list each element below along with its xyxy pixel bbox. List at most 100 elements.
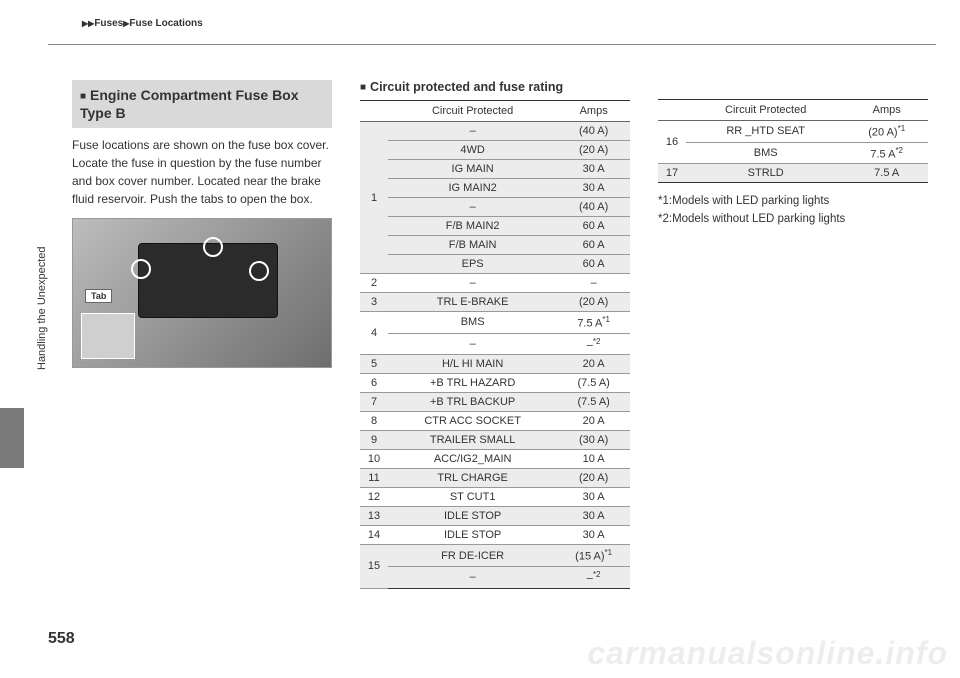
section-tab-label: Handling the Unexpected bbox=[36, 246, 48, 370]
amps-value: 60 A bbox=[557, 217, 630, 236]
circuit-name: IDLE STOP bbox=[388, 507, 557, 526]
table-row: 12ST CUT130 A bbox=[360, 488, 630, 507]
fuse-number: 6 bbox=[360, 374, 388, 393]
section-title-text: Engine Compartment Fuse Box Type B bbox=[80, 87, 299, 121]
table-row: 1–(40 A) bbox=[360, 122, 630, 141]
table-row: IG MAIN30 A bbox=[360, 160, 630, 179]
fuse-table-main: Circuit Protected Amps 1–(40 A)4WD(20 A)… bbox=[360, 100, 630, 589]
table-row: 11TRL CHARGE(20 A) bbox=[360, 469, 630, 488]
table-row: 4BMS7.5 A*1 bbox=[360, 312, 630, 334]
amps-value: (7.5 A) bbox=[557, 393, 630, 412]
table-row: 16RR _HTD SEAT(20 A)*1 bbox=[658, 121, 928, 143]
fuse-number: 4 bbox=[360, 312, 388, 355]
table-row: ––*2 bbox=[360, 333, 630, 355]
circuit-name: FR DE-ICER bbox=[388, 545, 557, 567]
amps-value: 60 A bbox=[557, 255, 630, 274]
amps-value: 10 A bbox=[557, 450, 630, 469]
table-row: F/B MAIN60 A bbox=[360, 236, 630, 255]
table-row: 15FR DE-ICER(15 A)*1 bbox=[360, 545, 630, 567]
th-circuit: Circuit Protected bbox=[686, 100, 845, 121]
amps-value: (30 A) bbox=[557, 431, 630, 450]
column-1: ■Engine Compartment Fuse Box Type B Fuse… bbox=[72, 80, 332, 368]
table-row: 7+B TRL BACKUP(7.5 A) bbox=[360, 393, 630, 412]
circuit-name: – bbox=[388, 122, 557, 141]
table-row: 8CTR ACC SOCKET20 A bbox=[360, 412, 630, 431]
circuit-name: BMS bbox=[388, 312, 557, 334]
circuit-name: +B TRL HAZARD bbox=[388, 374, 557, 393]
circuit-name: IDLE STOP bbox=[388, 526, 557, 545]
amps-value: (20 A)*1 bbox=[845, 121, 928, 143]
fuse-number: 2 bbox=[360, 274, 388, 293]
circuit-name: TRAILER SMALL bbox=[388, 431, 557, 450]
table-row: 6+B TRL HAZARD(7.5 A) bbox=[360, 374, 630, 393]
table-row: 2–– bbox=[360, 274, 630, 293]
circuit-name: STRLD bbox=[686, 164, 845, 183]
amps-value: 20 A bbox=[557, 355, 630, 374]
amps-value: 7.5 A*1 bbox=[557, 312, 630, 334]
amps-value: (7.5 A) bbox=[557, 374, 630, 393]
table-row: 14IDLE STOP30 A bbox=[360, 526, 630, 545]
amps-value: (15 A)*1 bbox=[557, 545, 630, 567]
th-circuit: Circuit Protected bbox=[388, 101, 557, 122]
body-text: Fuse locations are shown on the fuse box… bbox=[72, 136, 332, 208]
table-row: IG MAIN230 A bbox=[360, 179, 630, 198]
fuse-number: 16 bbox=[658, 121, 686, 164]
table-row: 13IDLE STOP30 A bbox=[360, 507, 630, 526]
footnote-2: *2:Models without LED parking lights bbox=[658, 211, 928, 228]
amps-value: 30 A bbox=[557, 507, 630, 526]
fuse-number: 10 bbox=[360, 450, 388, 469]
table-row: 5H/L HI MAIN20 A bbox=[360, 355, 630, 374]
square-icon: ■ bbox=[80, 91, 86, 102]
amps-value: 30 A bbox=[557, 526, 630, 545]
table-row: EPS60 A bbox=[360, 255, 630, 274]
amps-value: –*2 bbox=[557, 333, 630, 355]
table-row: ––*2 bbox=[360, 566, 630, 588]
inset-image bbox=[81, 313, 135, 359]
circuit-name: +B TRL BACKUP bbox=[388, 393, 557, 412]
image-label: Tab bbox=[85, 289, 112, 303]
circuit-name: F/B MAIN2 bbox=[388, 217, 557, 236]
table-row: BMS7.5 A*2 bbox=[658, 142, 928, 164]
section-tab bbox=[0, 408, 24, 468]
amps-value: (20 A) bbox=[557, 141, 630, 160]
amps-value: 30 A bbox=[557, 179, 630, 198]
amps-value: (20 A) bbox=[557, 293, 630, 312]
fuse-number: 5 bbox=[360, 355, 388, 374]
circuit-name: RR _HTD SEAT bbox=[686, 121, 845, 143]
table-row: –(40 A) bbox=[360, 198, 630, 217]
circuit-name: ST CUT1 bbox=[388, 488, 557, 507]
circuit-name: BMS bbox=[686, 142, 845, 164]
fuse-number: 9 bbox=[360, 431, 388, 450]
fuse-number: 12 bbox=[360, 488, 388, 507]
circuit-name: – bbox=[388, 566, 557, 588]
fuse-number: 8 bbox=[360, 412, 388, 431]
table-row: 10ACC/IG2_MAIN10 A bbox=[360, 450, 630, 469]
fuse-number: 3 bbox=[360, 293, 388, 312]
column-2: ■Circuit protected and fuse rating Circu… bbox=[360, 80, 630, 589]
circuit-name: IG MAIN2 bbox=[388, 179, 557, 198]
fuse-number: 13 bbox=[360, 507, 388, 526]
circuit-name: H/L HI MAIN bbox=[388, 355, 557, 374]
amps-value: 30 A bbox=[557, 488, 630, 507]
fuse-number: 11 bbox=[360, 469, 388, 488]
amps-value: –*2 bbox=[557, 566, 630, 588]
engine-compartment-image: Tab bbox=[72, 218, 332, 368]
circuit-name: F/B MAIN bbox=[388, 236, 557, 255]
subheading: ■Circuit protected and fuse rating bbox=[360, 80, 630, 94]
table-row: 3TRL E-BRAKE(20 A) bbox=[360, 293, 630, 312]
amps-value: (20 A) bbox=[557, 469, 630, 488]
breadcrumb-l1: Fuses bbox=[94, 18, 123, 29]
th-blank bbox=[360, 101, 388, 122]
divider bbox=[48, 44, 936, 45]
amps-value: 60 A bbox=[557, 236, 630, 255]
circuit-name: IG MAIN bbox=[388, 160, 557, 179]
fuse-number: 1 bbox=[360, 122, 388, 274]
amps-value: (40 A) bbox=[557, 198, 630, 217]
square-icon: ■ bbox=[360, 82, 366, 93]
amps-value: 7.5 A bbox=[845, 164, 928, 183]
page-number: 558 bbox=[48, 630, 75, 648]
circuit-name: ACC/IG2_MAIN bbox=[388, 450, 557, 469]
amps-value: 30 A bbox=[557, 160, 630, 179]
watermark: carmanualsonline.info bbox=[587, 635, 948, 672]
circuit-name: CTR ACC SOCKET bbox=[388, 412, 557, 431]
